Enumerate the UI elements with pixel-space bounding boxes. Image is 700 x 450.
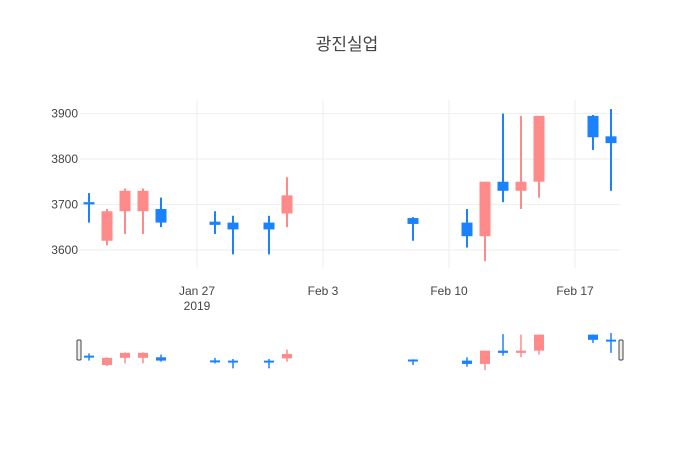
slider-candle-body	[102, 357, 112, 366]
candle-body	[119, 190, 131, 212]
slider-candle	[120, 352, 130, 364]
candles	[83, 109, 617, 262]
candle	[137, 188, 149, 234]
slider-candle	[408, 359, 418, 366]
slider-candle-body	[516, 350, 526, 353]
slider-candle	[462, 357, 472, 367]
candle-body	[101, 211, 113, 241]
slider-candle-body	[138, 352, 148, 358]
slider-candle	[138, 352, 148, 364]
candle	[497, 113, 509, 203]
y-tick-label: 3800	[51, 152, 78, 166]
candle	[209, 211, 221, 234]
y-axis-ticks: 3600 3700 3800 3900	[51, 107, 78, 257]
candle	[119, 188, 131, 234]
candle	[515, 115, 527, 209]
slider-candle	[588, 334, 598, 343]
candle-body	[227, 222, 239, 230]
range-slider-right-handle[interactable]	[618, 339, 624, 361]
candle-body	[407, 218, 419, 224]
candle	[587, 114, 599, 150]
y-tick-label: 3700	[51, 197, 78, 211]
slider-candle-body	[156, 357, 166, 361]
candle	[155, 197, 167, 228]
range-slider[interactable]	[76, 329, 624, 374]
slider-candle	[84, 353, 94, 361]
candle-body	[515, 181, 527, 191]
chart-title: 광진실업	[316, 35, 379, 55]
candle-body	[461, 222, 473, 237]
slider-candle-body	[210, 360, 220, 363]
slider-candle-body	[588, 334, 598, 340]
x-tick-label: Jan 27	[179, 284, 215, 298]
slider-candle-body	[408, 359, 418, 362]
candle-body	[587, 115, 599, 138]
slider-candle-body	[282, 353, 292, 359]
slider-candle-body	[480, 350, 490, 364]
candle-body	[533, 115, 545, 182]
slider-candle	[210, 357, 220, 364]
candle-body	[263, 222, 275, 230]
slider-candle	[102, 357, 112, 367]
y-tick-label: 3900	[51, 107, 78, 121]
candle	[101, 208, 113, 246]
slider-candle-body	[498, 350, 508, 353]
candle-body	[479, 181, 491, 237]
candle	[227, 215, 239, 255]
candle-body	[605, 136, 617, 144]
grid-lines	[80, 100, 620, 268]
slider-candle	[264, 358, 274, 369]
slider-candle	[498, 334, 508, 356]
candle	[281, 177, 293, 228]
candle	[479, 181, 491, 262]
slider-candle	[282, 349, 292, 362]
candle	[263, 215, 275, 255]
x-tick-label: Feb 10	[430, 284, 468, 298]
candle	[605, 109, 617, 191]
candle-body	[155, 208, 167, 223]
candle-body	[137, 190, 149, 212]
candle-body	[281, 195, 293, 214]
slider-candle-body	[462, 360, 472, 364]
candle-body	[497, 181, 509, 191]
candle	[461, 208, 473, 248]
candle-body	[83, 202, 95, 205]
x-tick-label: Feb 3	[308, 284, 339, 298]
slider-candle-body	[534, 334, 544, 351]
slider-candle	[156, 354, 166, 362]
slider-candle-body	[264, 360, 274, 363]
range-slider-left-handle[interactable]	[76, 339, 82, 361]
slider-candle	[516, 334, 526, 358]
slider-candle	[228, 358, 238, 369]
y-tick-label: 3600	[51, 243, 78, 257]
slider-candle-body	[84, 355, 94, 358]
candle	[533, 115, 545, 198]
slider-candle	[606, 333, 616, 353]
x-tick-label: Feb 17	[556, 284, 594, 298]
candle	[83, 193, 95, 223]
slider-candle-body	[120, 352, 130, 358]
slider-candle	[534, 334, 544, 355]
slider-candle-body	[228, 360, 238, 363]
slider-candle-body	[606, 339, 616, 342]
slider-candle	[480, 350, 490, 370]
x-tick-sublabel: 2019	[184, 299, 211, 313]
candle-body	[209, 221, 221, 225]
candle	[407, 217, 419, 241]
